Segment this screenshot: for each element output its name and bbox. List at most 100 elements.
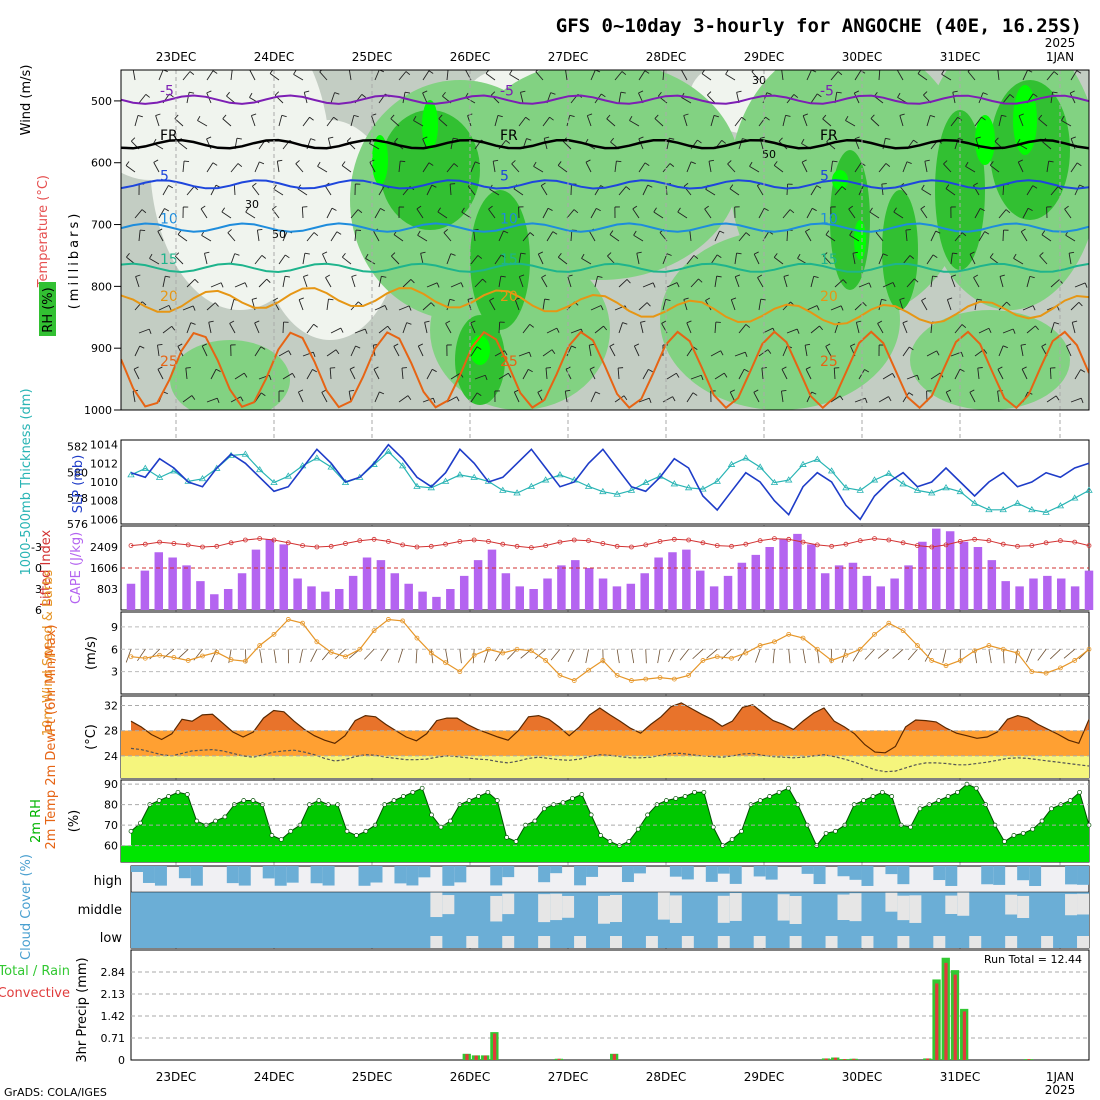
cloud-mid-gap <box>502 893 515 915</box>
wind-barb-flag <box>854 136 860 140</box>
rh-marker <box>598 832 603 838</box>
wind-barb-flag <box>355 345 361 349</box>
wind-barb-flag <box>606 114 611 120</box>
wind-barb <box>178 141 188 150</box>
rh-marker <box>410 789 416 795</box>
wind-barb <box>306 369 313 380</box>
wind-barb <box>1046 395 1057 403</box>
wind-barb <box>398 161 401 173</box>
wind-barb <box>426 282 438 288</box>
bottom-date-label: 29DEC <box>744 1070 784 1084</box>
wind-barb <box>371 115 376 127</box>
bottom-date-label: 30DEC <box>842 1070 882 1084</box>
wind10m-barb <box>299 649 303 664</box>
wind-barb <box>1002 94 1011 104</box>
wind-barb-flag <box>541 274 547 278</box>
thickness-marker <box>727 460 736 467</box>
wind-barb-flag <box>692 392 698 396</box>
wind-barb <box>714 230 721 242</box>
wind-barb <box>902 255 911 265</box>
wind-barb-flag <box>349 366 355 370</box>
wind-barb-flag <box>638 90 644 94</box>
wind-barb-flag <box>960 352 964 358</box>
wind10m-barb <box>259 649 263 664</box>
wind-barb-flag <box>721 139 726 144</box>
wind-barb <box>1050 186 1059 196</box>
cape-bar <box>1084 570 1094 610</box>
wind-barb <box>830 71 839 81</box>
wind-barb <box>369 162 376 173</box>
wind-barb-flag <box>730 389 735 393</box>
wind-barb <box>954 232 963 242</box>
cloud-high-bar <box>849 866 862 880</box>
wind10m-marker <box>571 678 577 683</box>
wind10m-barb <box>380 649 389 662</box>
top-date-label: 27DEC <box>548 50 588 64</box>
cloud-mid-gap <box>610 894 622 923</box>
wind-barb <box>773 256 784 265</box>
wind-barb-flag <box>140 229 146 232</box>
wind-barb <box>210 282 222 288</box>
cloud-mid-gap <box>1005 894 1018 915</box>
isotherm-label: 20 <box>160 289 178 305</box>
cloud-high-bar <box>1029 866 1042 886</box>
wind-barb <box>518 116 527 127</box>
cloud-high-bar <box>753 866 766 877</box>
thickness-marker <box>284 472 292 479</box>
wind-barb-flag <box>500 254 506 259</box>
thickness-marker <box>513 489 521 496</box>
wind10m-marker <box>972 648 978 654</box>
wind-barb-flag <box>852 251 858 254</box>
wind-barb-flag <box>1002 345 1008 349</box>
wind-barb <box>276 161 280 173</box>
wind-barb <box>830 161 833 173</box>
wind-barb <box>208 322 212 334</box>
wind-barb-flag <box>174 114 179 119</box>
wind-barb <box>758 299 762 311</box>
rh-marker <box>701 789 707 795</box>
wind-barb <box>570 328 582 334</box>
wind-barb <box>997 369 1004 380</box>
wind-barb-flag <box>652 282 656 288</box>
cloud-mid-gap <box>945 895 958 914</box>
wind-barb-flag <box>629 115 633 121</box>
wind-barb <box>810 93 818 104</box>
wind-barb-flag <box>565 366 571 370</box>
wind-barb <box>422 162 430 173</box>
wind-barb-flag <box>648 398 652 404</box>
wind-barb <box>1020 345 1024 357</box>
wind-barb-flag <box>997 366 1003 370</box>
wind-barb-flag <box>690 161 696 165</box>
rh-marker <box>438 824 444 830</box>
wind-barb-flag <box>349 68 354 69</box>
cloud-high-bar <box>885 866 898 875</box>
wind-barb-flag <box>1064 205 1069 210</box>
wind-barb <box>677 211 688 219</box>
li-marker <box>242 537 248 543</box>
wind-barb-flag <box>1080 369 1086 373</box>
wind-barb <box>325 277 332 288</box>
wind-barb-flag <box>957 116 962 121</box>
wind-barb <box>833 367 836 380</box>
wind10m-barb <box>585 649 589 664</box>
wind-barb <box>734 276 740 288</box>
wind-barb-flag <box>489 297 495 301</box>
wind-barb <box>727 163 736 173</box>
rh-marker <box>363 828 369 834</box>
cloud-mid-gap <box>562 895 575 918</box>
precip-conv-bar <box>1027 1059 1031 1060</box>
rh-marker <box>185 791 190 797</box>
wind-barb <box>155 115 160 127</box>
wind-barb-flag <box>961 232 967 237</box>
isotherm-label: 15 <box>160 252 178 268</box>
wind-barb <box>870 118 880 127</box>
wind-barb <box>878 253 884 265</box>
wind-barb-flag <box>430 302 435 307</box>
wind-barb-flag <box>595 391 601 395</box>
cloud-high-bar <box>586 866 599 877</box>
wind-barb-flag <box>837 71 843 76</box>
wind-barb-flag <box>214 302 219 307</box>
grads-credit: GrADS: COLA/IGES <box>4 1086 107 1099</box>
wind-barb-flag <box>989 253 994 258</box>
li-marker <box>671 536 677 542</box>
